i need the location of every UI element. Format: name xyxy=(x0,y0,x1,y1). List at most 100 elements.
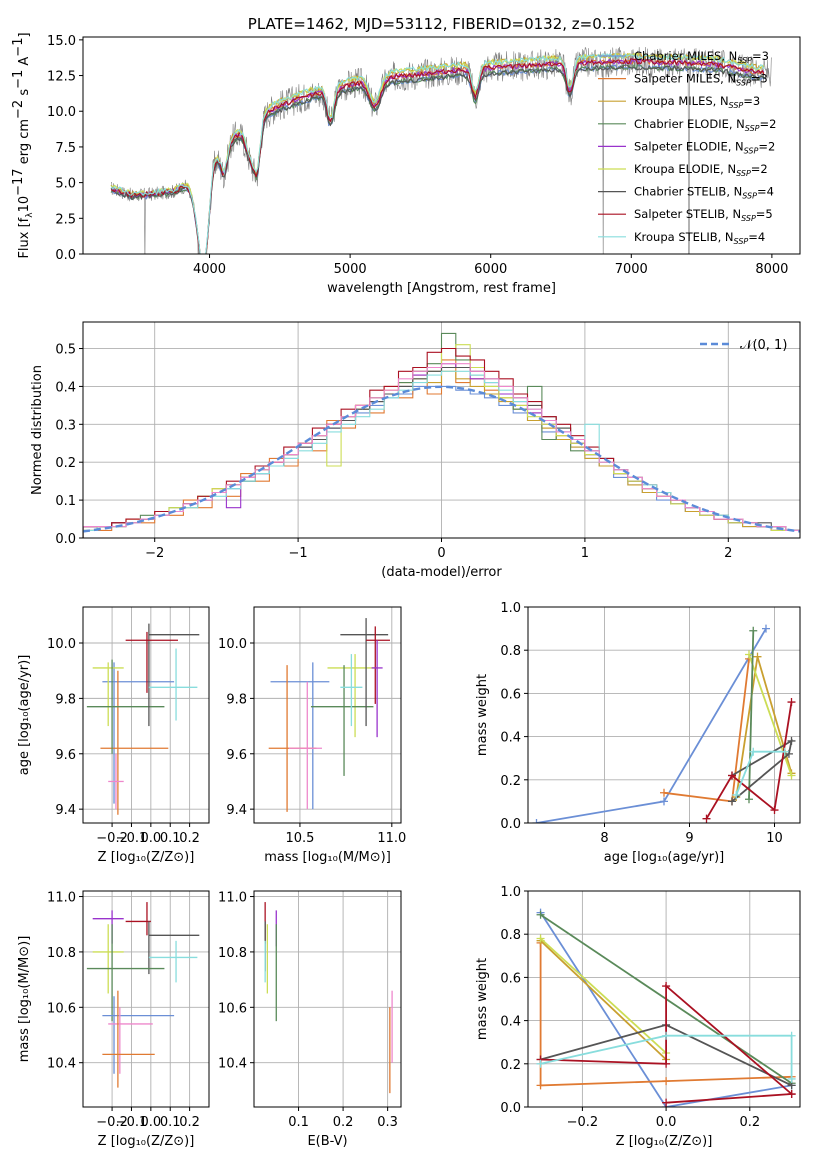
x-axis-label: Z [log₁₀(Z/Z⊙)] xyxy=(98,1134,195,1149)
y-tick-label: 0.1 xyxy=(55,494,76,509)
panel-age_vs_Z: −0.2−0.10.00.10.2 9.4 9.6 9.8 10.0 Z [log₁₀(Z… xyxy=(17,606,210,865)
y-tick-label: 5.0 xyxy=(55,177,76,192)
x-tick-label: 0.0 xyxy=(141,831,162,846)
legend-label-sub: SSP xyxy=(734,237,749,246)
legend-label-sub: SSP xyxy=(741,214,756,223)
weight-line-salpeter_miles xyxy=(539,942,792,1087)
marker-kroupa_stelib xyxy=(662,1031,671,1040)
marker-kroupa_stelib xyxy=(787,1031,796,1040)
x-tick-label: 8 xyxy=(600,831,608,846)
y-tick-label: 11.0 xyxy=(218,891,247,906)
legend-label-kroupa_stelib: Kroupa STELIB, NSSP=4 xyxy=(634,230,765,246)
legend-label-salpeter_elodie: Salpeter ELODIE, NSSP=2 xyxy=(634,139,775,155)
y-tick-label: 10.4 xyxy=(218,1057,247,1072)
legend-label-sub: SSP xyxy=(736,79,751,88)
y-tick-label: 0.5 xyxy=(55,343,76,358)
y-axis-label: age [log₁₀(age/yr)] xyxy=(17,655,32,776)
plot-area xyxy=(528,607,800,823)
gridlines xyxy=(254,607,401,823)
legend-label-sub: SSP xyxy=(744,146,759,155)
marker-kroupa_elodie xyxy=(787,771,796,780)
marker-salpeter_stelib xyxy=(787,1090,796,1099)
x-axis-label: (data-model)/error xyxy=(381,565,502,580)
gridlines xyxy=(83,607,209,823)
marker-salpeter_miles xyxy=(660,788,668,797)
weight-line-kroupa_stelib xyxy=(540,1034,793,1079)
y-axis-label: mass weight xyxy=(475,958,490,1040)
y-tick-label: 10.0 xyxy=(218,637,247,652)
y-tick-label: 10.0 xyxy=(47,105,76,120)
panel-weight_vs_Z: −0.2 0.0 0.2 0.0 0.2 0.4 0.6 0.8 1.0 Z [log₁₀(Z/Z… xyxy=(475,885,801,1149)
axes-frame xyxy=(253,606,402,824)
y-label-part: −2 xyxy=(11,100,26,119)
y-label-part: −1 xyxy=(11,38,26,57)
y-tick-label: 10.8 xyxy=(47,946,76,961)
y-tick-label: 0.0 xyxy=(500,817,521,832)
histogram-extra_pink xyxy=(83,363,800,538)
normal-curve xyxy=(83,385,800,533)
axes-frame xyxy=(527,606,801,824)
legend-label-sub: SSP xyxy=(737,56,752,65)
marker-chabrier_stelib xyxy=(784,749,793,758)
marker-chabrier_elodie xyxy=(536,910,545,919)
y-tick-label: 9.6 xyxy=(226,748,247,763)
marker-salpeter_stelib xyxy=(787,698,796,707)
legend-label-text: Salpeter MILES, N xyxy=(634,72,736,86)
x-tick-label: 0.2 xyxy=(739,1115,760,1130)
chart-title: PLATE=1462, MJD=53112, FIBERID=0132, z=0… xyxy=(248,15,635,33)
x-tick-label: 6000 xyxy=(474,262,507,277)
plot-area xyxy=(254,607,401,823)
marker-kroupa_elodie xyxy=(745,650,753,659)
gridlines xyxy=(528,607,800,823)
x-tick-label: 10.5 xyxy=(285,831,314,846)
y-tick-label: 10.4 xyxy=(47,1057,76,1072)
legend-label-sub: SSP xyxy=(729,101,744,110)
gridlines xyxy=(254,891,401,1107)
marker-kroupa_elodie xyxy=(536,934,545,943)
x-tick-label: −2 xyxy=(145,546,164,561)
legend-label-chabrier_stelib: Chabrier STELIB, NSSP=4 xyxy=(634,185,774,201)
y-tick-label: 0.2 xyxy=(55,456,76,471)
legend-label-text: Salpeter STELIB, N xyxy=(634,207,741,221)
y-tick-label: 9.4 xyxy=(226,803,247,818)
weight-line-kroupa_elodie xyxy=(539,937,667,1054)
marker-salpeter_miles xyxy=(662,1077,671,1086)
legend-label-kroupa_elodie: Kroupa ELODIE, NSSP=2 xyxy=(634,162,768,178)
model-line-chabrier_stelib xyxy=(110,64,765,254)
y-axis-label: Normed distribution xyxy=(30,365,45,495)
legend-label-kroupa_miles: Kroupa MILES, NSSP=3 xyxy=(634,94,760,110)
legend-label-suffix: =2 xyxy=(751,162,768,176)
y-tick-label: 10.6 xyxy=(47,1001,76,1016)
marker-chabrier_miles xyxy=(762,624,770,633)
x-tick-label: −0.1 xyxy=(116,1115,148,1130)
gridlines xyxy=(83,891,209,1107)
y-tick-label: 9.8 xyxy=(55,692,76,707)
panel-spectrum: 4000 5000 6000 7000 8000 0.0 2.5 5.0 7.5 10.0 12.5… xyxy=(11,15,801,296)
panel-mass_vs_ebv: 0.1 0.2 0.3 10.4 10.6 10.8 11.0 E(B-V) xyxy=(218,890,402,1149)
gridlines xyxy=(528,891,800,1107)
panel-mass_vs_Z: −0.2−0.10.00.10.2 10.4 10.6 10.8 11.0 Z [log₁… xyxy=(17,890,210,1149)
marker-kroupa_stelib xyxy=(732,790,741,799)
y-tick-label: 0.4 xyxy=(500,1015,521,1030)
x-tick-label: 7000 xyxy=(615,262,648,277)
x-tick-label: 0.3 xyxy=(377,1115,398,1130)
y-tick-label: 0.6 xyxy=(500,687,521,702)
x-tick-label: 5000 xyxy=(334,262,367,277)
y-label-part: −17 xyxy=(11,168,26,195)
x-tick-label: 2 xyxy=(724,546,732,561)
marker-salpeter_stelib xyxy=(770,806,779,815)
marker-chabrier_miles xyxy=(532,819,541,823)
legend-label-text: Salpeter ELODIE, N xyxy=(634,139,744,153)
legend-label-text: Kroupa MILES, N xyxy=(634,94,729,108)
y-tick-label: 0.2 xyxy=(500,1058,521,1073)
x-axis-label: Z [log₁₀(Z/Z⊙)] xyxy=(98,850,195,865)
y-tick-label: 9.6 xyxy=(55,748,76,763)
marker-salpeter_stelib xyxy=(662,1098,671,1107)
plot-area xyxy=(528,891,800,1107)
x-axis-label: Z [log₁₀(Z/Z⊙)] xyxy=(616,1134,713,1149)
marker-kroupa_stelib xyxy=(780,747,789,756)
y-tick-label: 2.5 xyxy=(55,212,76,227)
marker-kroupa_miles xyxy=(753,652,762,661)
legend-label-text: Kroupa STELIB, N xyxy=(634,230,734,244)
x-tick-label: −0.1 xyxy=(116,831,148,846)
